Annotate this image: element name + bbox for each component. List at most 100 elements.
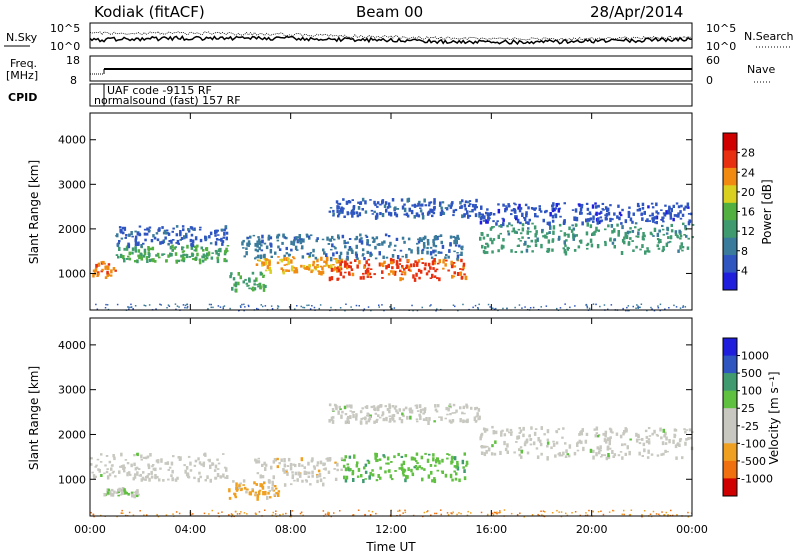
x-tick-label: 20:00	[576, 523, 608, 536]
data-cell	[431, 273, 434, 279]
data-cell	[581, 428, 584, 432]
data-cell	[228, 488, 231, 493]
noise-cell	[207, 308, 209, 310]
data-cell	[388, 205, 392, 208]
noise-cell	[404, 509, 406, 512]
data-cell	[187, 455, 191, 458]
colorbar-frame	[722, 337, 738, 497]
data-cell	[432, 267, 435, 270]
data-cell	[679, 210, 682, 214]
data-cell	[440, 206, 443, 210]
data-cell	[641, 217, 644, 221]
data-cell	[92, 269, 96, 273]
data-cell	[225, 259, 228, 263]
data-cell	[112, 454, 115, 458]
data-cell	[210, 256, 214, 260]
data-cell	[631, 240, 634, 242]
data-cell	[427, 270, 431, 273]
noise-cell	[435, 512, 438, 515]
data-cell	[522, 426, 525, 431]
data-cell	[604, 430, 608, 435]
data-cell	[629, 237, 632, 240]
data-cell	[282, 269, 285, 273]
data-cell	[352, 206, 355, 211]
data-cell	[514, 251, 518, 253]
data-cell	[140, 478, 143, 482]
data-cell	[606, 445, 610, 448]
data-cell	[441, 458, 444, 463]
data-cell	[550, 446, 553, 450]
data-cell	[160, 458, 163, 463]
data-cell	[421, 212, 424, 215]
data-cell	[434, 408, 438, 412]
data-cell	[316, 461, 320, 465]
data-cell	[349, 265, 352, 269]
data-cell	[322, 482, 325, 487]
data-cell	[216, 468, 220, 470]
cpid-line2: normalsound (fast) 157 RF	[94, 94, 241, 107]
data-cell	[286, 465, 290, 467]
data-cell	[624, 235, 627, 238]
data-cell	[138, 475, 142, 477]
data-cell	[142, 477, 145, 481]
data-cell	[341, 209, 344, 214]
data-cell	[562, 222, 566, 225]
noise-cell	[327, 511, 329, 514]
data-cell	[374, 452, 377, 456]
data-cell	[349, 247, 353, 251]
data-cell	[637, 228, 640, 231]
data-cell	[114, 475, 117, 478]
data-cell	[498, 225, 501, 228]
data-cell	[316, 258, 319, 263]
data-cell	[362, 272, 365, 275]
noise-cell	[503, 509, 506, 511]
data-cell	[254, 248, 258, 252]
data-cell	[260, 483, 264, 488]
data-cell	[627, 241, 631, 246]
colorbar-swatch	[723, 460, 737, 479]
data-cell	[396, 255, 400, 260]
data-cell	[416, 250, 420, 255]
data-cell	[659, 427, 662, 432]
data-cell	[294, 471, 298, 476]
data-cell	[553, 207, 556, 212]
data-cell	[492, 238, 496, 241]
data-cell	[211, 252, 214, 254]
data-cell	[394, 206, 397, 210]
noise-cell	[322, 510, 325, 512]
data-cell	[504, 447, 508, 452]
data-cell	[480, 445, 484, 449]
data-cell	[228, 496, 232, 500]
data-cell	[440, 240, 443, 245]
data-cell	[589, 217, 593, 219]
data-cell	[325, 264, 328, 267]
data-cell	[368, 416, 372, 421]
nsky-tick-bottom: 10^0	[50, 40, 80, 53]
data-cell	[442, 212, 446, 215]
data-cell	[132, 491, 136, 494]
noise-cell	[368, 510, 370, 512]
colorbar-tick-label: -100	[741, 437, 766, 450]
data-cell	[423, 468, 426, 471]
noise-cell	[460, 512, 462, 515]
data-cell	[115, 254, 119, 256]
data-cell	[622, 432, 625, 436]
data-cell	[201, 259, 205, 263]
data-cell	[524, 203, 528, 207]
data-cell	[686, 246, 690, 250]
data-cell	[661, 441, 665, 446]
noise-cell	[239, 305, 242, 307]
data-cell	[119, 494, 123, 496]
data-cell	[379, 203, 382, 206]
data-cell	[491, 425, 494, 429]
data-cell	[120, 465, 124, 468]
data-cell	[191, 253, 195, 256]
data-cell	[259, 254, 263, 259]
noise-cell	[467, 510, 469, 513]
data-cell	[551, 219, 555, 223]
noise-cell	[519, 512, 521, 514]
data-cell	[216, 258, 220, 264]
data-cell	[416, 242, 419, 245]
data-cell	[214, 464, 218, 469]
data-cell	[178, 457, 182, 461]
